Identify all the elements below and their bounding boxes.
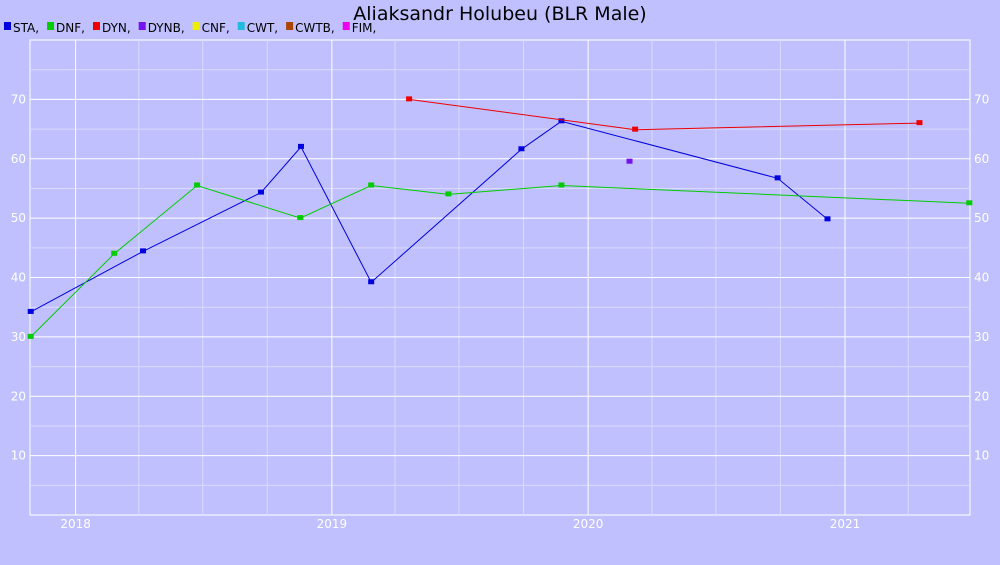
data-point-sta [27,308,34,314]
data-point-sta [257,189,264,195]
data-point-dyn [406,96,413,102]
data-point-sta [558,118,565,124]
y-tick-label-left: 70 [11,92,26,106]
data-point-dyn [632,126,639,132]
data-point-sta [774,175,781,181]
series-line-dnf [30,184,970,338]
x-tick-label: 2020 [573,517,604,531]
legend-label-cwt: CWT, [247,21,278,35]
y-tick-label-right: 30 [974,330,989,344]
data-point-sta [140,248,147,254]
legend-swatch-dyn [92,22,100,30]
x-tick-label: 2019 [317,517,348,531]
y-tick-label-right: 60 [974,152,989,166]
legend-label-fim: FIM, [352,21,377,35]
chart-title: Aliaksandr Holubeu (BLR Male) [353,3,646,25]
legend-swatch-dnf [47,22,55,30]
y-tick-label-right: 50 [974,211,989,225]
data-point-sta [518,146,525,152]
legend-swatch-fim [342,22,350,30]
data-point-dnf [111,250,118,256]
data-point-dnf [966,200,973,206]
legend-label-sta: STA, [13,21,39,35]
x-tick-label: 2021 [830,517,861,531]
data-point-dyn [916,120,923,126]
data-point-dynb [626,158,633,164]
data-point-dnf [194,182,201,188]
y-tick-label-left: 10 [11,449,26,463]
legend-swatch-cnf [192,22,200,30]
y-tick-label-left: 30 [11,330,26,344]
legend-label-cwtb: CWTB, [295,21,335,35]
x-tick-label: 2018 [60,517,91,531]
y-tick-label-left: 50 [11,211,26,225]
y-tick-label-left: 40 [11,271,26,285]
data-point-sta [824,216,831,222]
y-tick-label-left: 20 [11,389,26,403]
data-point-dnf [445,191,452,197]
y-tick-label-right: 10 [974,449,989,463]
data-point-sta [368,279,375,285]
legend-swatch-cwt [237,22,245,30]
legend-label-dnf: DNF, [56,21,85,35]
data-point-dnf [368,182,375,188]
data-point-sta [297,143,304,149]
legend: STA, DNF, DYN, DYNB, CNF, CWT, CWTB, FIM, [4,21,376,35]
legend-swatch-dynb [138,22,146,30]
data-point-dnf [27,333,34,339]
y-tick-label-right: 20 [974,389,989,403]
y-tick-label-right: 70 [974,92,989,106]
legend-label-cnf: CNF, [202,21,230,35]
legend-swatch-sta [4,22,11,30]
data-point-dnf [558,182,565,188]
y-tick-label-left: 60 [11,152,26,166]
legend-label-dyn: DYN, [102,21,131,35]
data-point-dnf [297,215,304,221]
y-tick-label-right: 40 [974,271,989,285]
legend-swatch-cwtb [286,22,294,30]
legend-label-dynb: DYNB, [148,21,185,35]
